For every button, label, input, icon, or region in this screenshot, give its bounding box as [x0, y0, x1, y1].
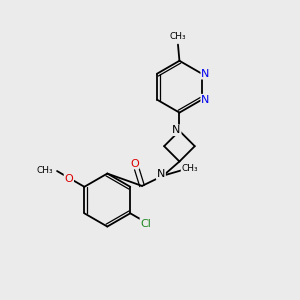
Text: O: O	[64, 174, 73, 184]
Text: CH₃: CH₃	[170, 32, 186, 41]
Text: N: N	[172, 125, 181, 135]
Text: N: N	[157, 169, 165, 179]
Text: N: N	[201, 94, 210, 105]
Text: Cl: Cl	[140, 219, 151, 229]
Text: CH₃: CH₃	[182, 164, 198, 173]
Text: O: O	[130, 158, 139, 169]
Text: CH₃: CH₃	[36, 166, 53, 175]
Text: N: N	[201, 69, 210, 79]
